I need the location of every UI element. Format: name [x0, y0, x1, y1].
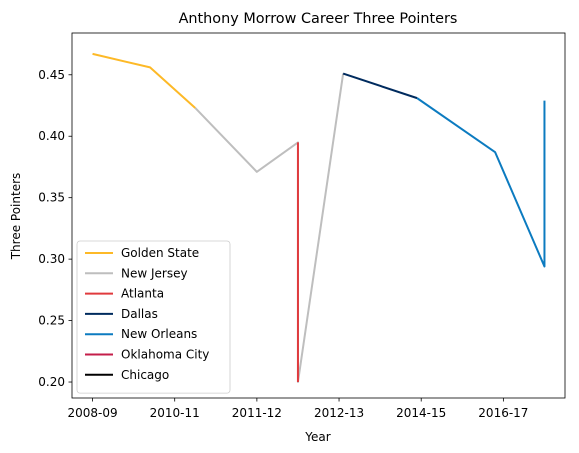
y-axis-label: Three Pointers	[9, 173, 23, 261]
x-tick-label: 2014-15	[396, 406, 446, 420]
legend-label: Dallas	[121, 307, 158, 321]
y-tick-label: 0.25	[38, 314, 65, 328]
legend-label: Golden State	[121, 246, 199, 260]
x-tick-label: 2008-09	[67, 406, 117, 420]
y-tick-label: 0.40	[38, 129, 65, 143]
series-layer	[92, 52, 546, 384]
legend-box	[76, 240, 231, 394]
x-tick-label: 2016-17	[478, 406, 528, 420]
x-tick-label: 2010-11	[150, 406, 200, 420]
legend-label: New Jersey	[121, 266, 188, 280]
series-line-golden-state	[92, 52, 196, 109]
legend-label: Chicago	[121, 368, 169, 382]
y-tick-label: 0.35	[38, 191, 65, 205]
series-line-dallas	[342, 72, 418, 100]
legend-label: Oklahoma City	[121, 348, 209, 362]
legend-label: Atlanta	[121, 287, 164, 301]
axes-layer: 0.20 0.25 0.30 0.35 0.40 0.45 2008-09 2010-11 20…	[38, 32, 566, 420]
y-tick-label: 0.45	[38, 68, 65, 82]
x-tick-label: 2012-13	[314, 406, 364, 420]
x-axis-label: Year	[304, 430, 330, 444]
series-line-new-orleans	[416, 97, 546, 268]
x-tick-label: 2011-12	[232, 406, 282, 420]
legend: Golden State New Jersey Atlanta Dallas New O…	[76, 240, 231, 394]
chart-title: Anthony Morrow Career Three Pointers	[179, 11, 458, 27]
plot-frame	[71, 32, 566, 399]
legend-label: New Orleans	[121, 327, 197, 341]
y-tick-label: 0.30	[38, 252, 65, 266]
y-tick-label: 0.20	[38, 375, 65, 389]
